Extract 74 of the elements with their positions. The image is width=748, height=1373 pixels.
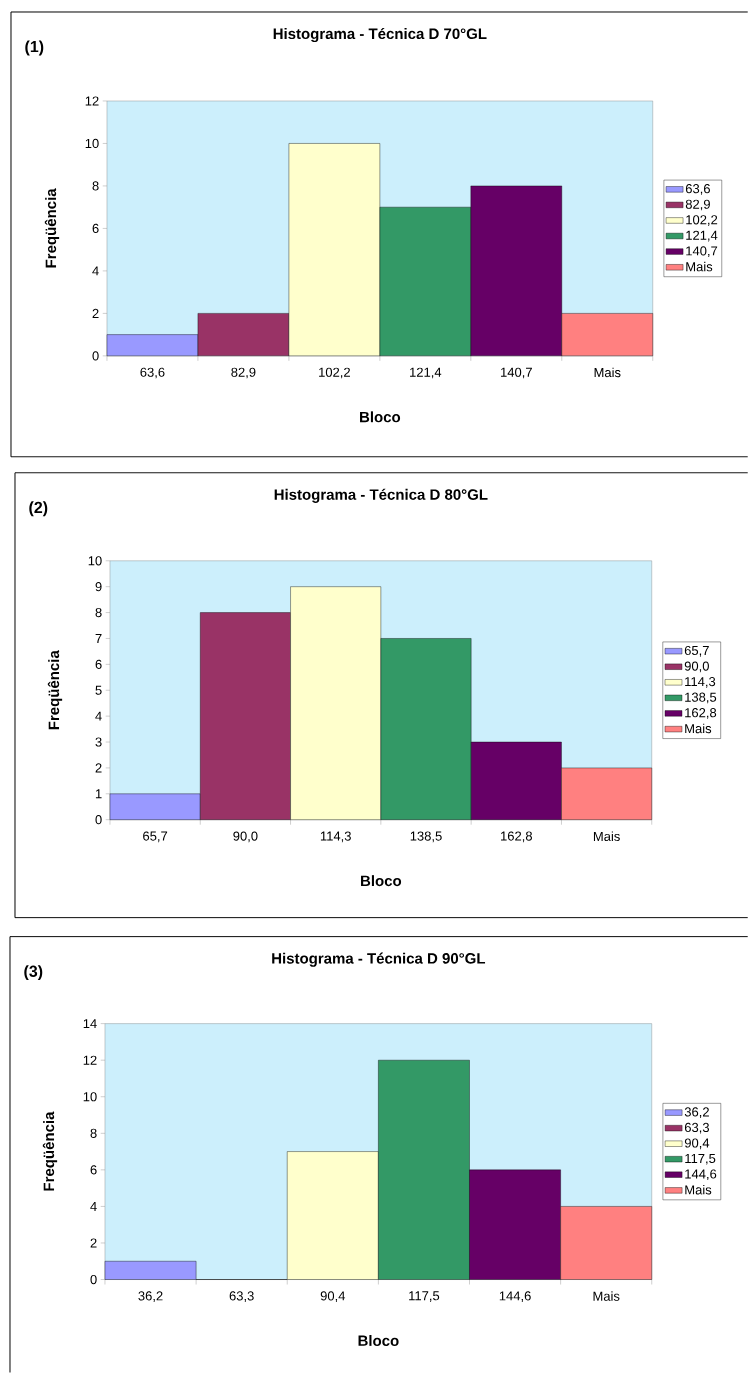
legend-label: 82,9: [685, 199, 710, 211]
legend-label: Mais: [685, 723, 712, 734]
text: (2): [29, 501, 48, 517]
y-tick-label: 3: [95, 737, 102, 747]
legend-label: Mais: [686, 261, 713, 272]
y-tick-label: 8: [90, 1128, 97, 1138]
x-axis-title: Bloco: [358, 1334, 399, 1346]
x-tick-label: Mais: [594, 367, 621, 378]
x-tick-label: 65,7: [143, 831, 167, 843]
legend-label: 90,4: [684, 1138, 710, 1150]
x-tick-label: 114,3: [320, 831, 351, 843]
x-tick-label: 144,6: [499, 1291, 531, 1303]
chart-title: Histograma - Técnica D 70°GL: [273, 27, 487, 43]
x-tick-label: 63,6: [140, 367, 165, 379]
y-tick-label: 12: [85, 96, 99, 106]
legend-label: 63,6: [685, 184, 710, 195]
x-tick-label: 90,4: [320, 1291, 345, 1303]
y-tick-label: 4: [92, 266, 99, 276]
y-tick-label: 6: [95, 659, 102, 669]
y-tick-label: 10: [85, 138, 99, 149]
y-tick-label: 6: [90, 1165, 97, 1175]
legend-label: Mais: [685, 1184, 712, 1195]
x-tick-label: 140,7: [500, 367, 532, 379]
legend-label: 162,8: [685, 708, 717, 719]
legend-label: 144,6: [685, 1169, 717, 1181]
y-tick-label: 14: [83, 1019, 97, 1029]
x-tick-label: 63,3: [229, 1291, 254, 1303]
x-tick-label: 117,5: [409, 1291, 440, 1302]
y-tick-label: 4: [95, 711, 102, 721]
legend-label: 114,3: [685, 677, 716, 688]
x-tick-label: Mais: [593, 831, 620, 841]
y-tick-label: 2: [92, 308, 99, 318]
x-tick-label: Mais: [593, 1291, 620, 1301]
legend-label: 102,2: [686, 215, 718, 226]
x-tick-label: 162,8: [500, 831, 532, 843]
y-tick-label: 9: [95, 582, 102, 592]
chart-title: Histograma - Técnica D 90°GL: [272, 952, 485, 967]
legend-label: 121,4: [686, 230, 718, 242]
y-axis-title: Freqüência: [42, 1111, 58, 1191]
x-axis-title: Bloco: [359, 411, 400, 423]
y-tick-label: 4: [90, 1201, 97, 1211]
x-tick-label: 90,0: [233, 831, 258, 843]
text: (1): [25, 40, 44, 56]
x-tick-label: 82,9: [231, 367, 256, 379]
y-axis-title: Freqüência: [44, 188, 60, 268]
y-tick-label: 7: [95, 634, 102, 643]
legend-label: 63,3: [684, 1122, 709, 1134]
y-tick-label: 8: [92, 181, 99, 191]
chart-title: Histograma - Técnica D 80°GL: [274, 488, 488, 503]
text: (3): [24, 965, 43, 981]
y-tick-label: 10: [88, 556, 102, 566]
legend-label: 117,5: [685, 1153, 716, 1165]
legend-label: 90,0: [684, 661, 709, 673]
y-tick-label: 5: [95, 685, 102, 695]
legend-label: 36,2: [684, 1107, 709, 1119]
y-tick-label: 12: [83, 1055, 97, 1065]
x-tick-label: 121,4: [409, 367, 442, 379]
y-tick-label: 10: [83, 1092, 97, 1102]
legend-label: 140,7: [686, 246, 718, 258]
legend-label: 138,5: [685, 692, 717, 704]
x-tick-label: 102,2: [318, 367, 350, 379]
y-axis-title: Freqüência: [47, 650, 63, 730]
y-tick-label: 0: [95, 815, 102, 825]
y-tick-label: 2: [95, 763, 102, 773]
y-tick-label: 1: [95, 789, 102, 799]
y-tick-label: 0: [92, 351, 99, 361]
y-tick-label: 0: [90, 1274, 97, 1285]
x-tick-label: 138,5: [410, 831, 442, 843]
legend-label: 65,7: [684, 645, 709, 657]
x-axis-title: Bloco: [360, 875, 401, 887]
y-tick-label: 6: [92, 223, 99, 234]
y-tick-label: 8: [95, 607, 102, 618]
y-tick-label: 2: [90, 1238, 97, 1248]
x-tick-label: 36,2: [138, 1291, 163, 1303]
